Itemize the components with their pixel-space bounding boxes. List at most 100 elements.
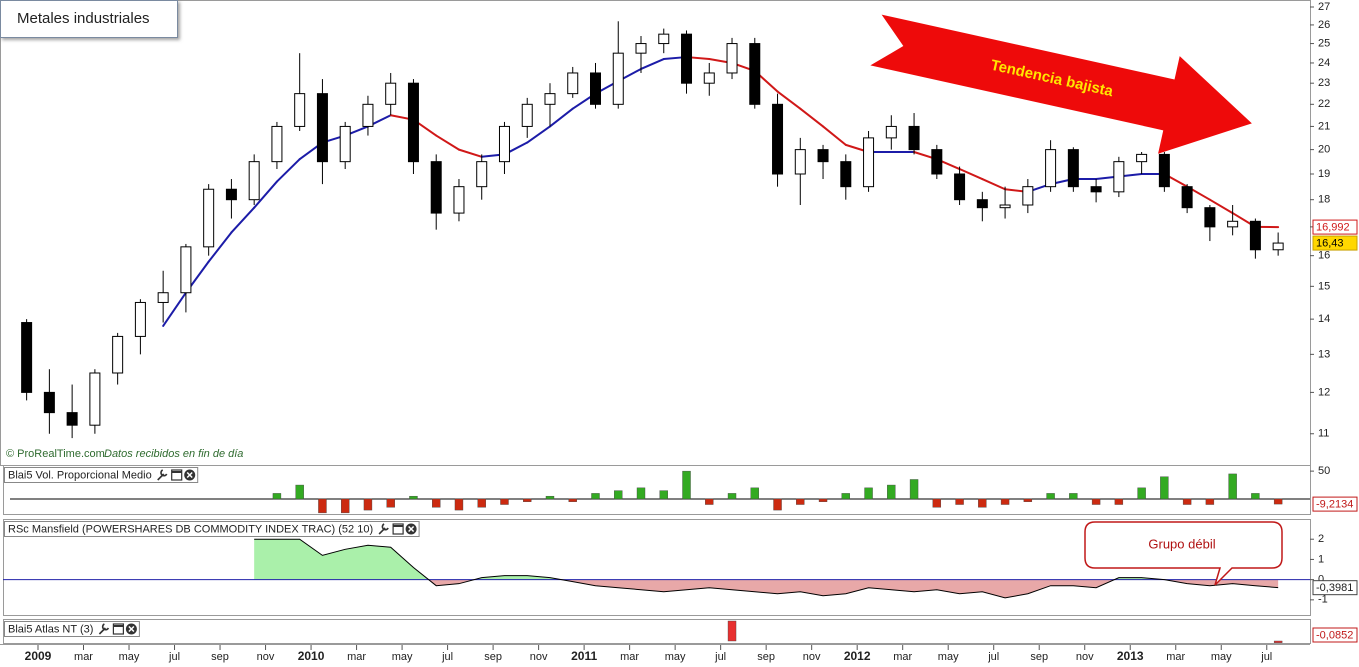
candle-body	[271, 125, 283, 163]
last-value-box	[1312, 580, 1358, 596]
y-tick-label: 20	[1318, 144, 1330, 156]
candle-body	[726, 43, 738, 74]
x-tick-label: sep	[757, 651, 775, 663]
candle-body	[89, 372, 101, 426]
plot-area: 111213141516171819202122232425262716,992…	[3, 1, 1358, 663]
candle-body	[453, 186, 465, 214]
bar	[773, 498, 782, 511]
candle-body	[203, 188, 215, 248]
y-tick-label: 11	[1318, 428, 1329, 440]
bar	[340, 498, 350, 514]
bar	[727, 620, 737, 642]
candle-body	[954, 173, 966, 201]
y-tick-label: 25	[1318, 37, 1330, 49]
panel-header-box	[4, 467, 199, 483]
bar	[705, 498, 714, 505]
candle-body	[885, 125, 897, 139]
x-tick-label: jul	[1260, 651, 1272, 663]
candle-body	[976, 199, 988, 209]
y-tick-label: 18	[1318, 194, 1330, 206]
moving-average-segment	[275, 158, 301, 183]
bar	[1023, 498, 1033, 502]
last-value-box	[1312, 235, 1358, 251]
bar	[841, 493, 850, 500]
candle-body	[248, 161, 260, 201]
bar	[1205, 498, 1215, 505]
candle-body	[134, 301, 146, 337]
bar	[1273, 498, 1283, 505]
bar	[955, 498, 964, 505]
bar	[1251, 493, 1260, 500]
bar	[818, 498, 828, 502]
x-tick-label: 2009	[25, 649, 52, 663]
panel-header: RSc Mansfield (POWERSHARES DB COMMODITY …	[4, 521, 420, 537]
last-value-label: 16,992	[1316, 221, 1350, 233]
candle-body	[316, 93, 328, 163]
x-tick-label: 2013	[1117, 649, 1144, 663]
y-tick-label: 15	[1318, 280, 1330, 292]
candle-body	[999, 204, 1011, 209]
moving-average-segment	[799, 107, 825, 128]
y-tick-label: 16	[1318, 250, 1330, 262]
x-tick-label: nov	[803, 651, 821, 663]
candle-body	[567, 72, 579, 95]
x-tick-label: 2012	[844, 649, 871, 663]
title-box	[0, 0, 178, 38]
candle-body	[635, 43, 647, 54]
x-tick-label: may	[392, 651, 413, 663]
main-title-box: Metales industriales	[0, 0, 178, 38]
panel-frame	[3, 619, 1311, 644]
chart-title: Metales industriales	[17, 10, 150, 27]
arrow-shape	[870, 14, 1252, 154]
bar	[409, 495, 418, 500]
y-tick-label: 1	[1318, 553, 1324, 565]
moving-average-segment	[548, 107, 574, 128]
x-tick-label: jul	[714, 651, 726, 663]
y-tick-label: 23	[1318, 77, 1330, 89]
candle-body	[112, 335, 124, 374]
candle-body	[772, 103, 784, 175]
moving-average-segment	[207, 231, 233, 263]
candle-body	[1227, 220, 1239, 228]
candle-body	[794, 149, 806, 175]
bar	[591, 493, 600, 500]
x-tick-label: mar	[1166, 651, 1185, 663]
moving-average-segment	[253, 180, 278, 209]
moving-average-segment	[776, 90, 802, 110]
candle-body	[1272, 242, 1284, 251]
area-fill-positive	[254, 539, 1165, 580]
candle-body	[157, 292, 169, 303]
candle-body	[21, 322, 33, 393]
candle-body	[749, 43, 761, 105]
x-tick-label: may	[665, 651, 686, 663]
moving-average-segment	[958, 168, 984, 181]
settings-icon	[378, 523, 389, 535]
moving-average-segment	[162, 291, 187, 327]
close-icon-x	[128, 625, 135, 633]
last-value-box	[1312, 219, 1358, 235]
bar	[477, 498, 486, 508]
source-note: Datos recibidos en fin de día	[104, 448, 243, 460]
candle-body	[544, 93, 556, 105]
candle-body	[521, 103, 533, 127]
candle-body	[658, 33, 670, 45]
close-icon-x	[186, 471, 193, 479]
bar	[682, 470, 691, 500]
x-tick-label: sep	[211, 651, 229, 663]
candle-body	[1113, 161, 1125, 193]
bar	[796, 498, 805, 505]
moving-average-segment	[230, 206, 256, 234]
bar	[1160, 476, 1169, 500]
window-icon	[392, 523, 404, 535]
candle-body	[840, 161, 852, 188]
bar	[1273, 640, 1283, 643]
candle-body	[1045, 149, 1057, 188]
last-value-label: -9,2134	[1316, 499, 1353, 511]
bar	[887, 484, 896, 500]
y-tick-label: 13	[1318, 348, 1330, 360]
panel-header-box	[4, 621, 140, 637]
candle-body	[498, 125, 510, 163]
y-tick-label: 22	[1318, 98, 1330, 110]
x-tick-label: sep	[1030, 651, 1048, 663]
bar	[295, 484, 304, 500]
